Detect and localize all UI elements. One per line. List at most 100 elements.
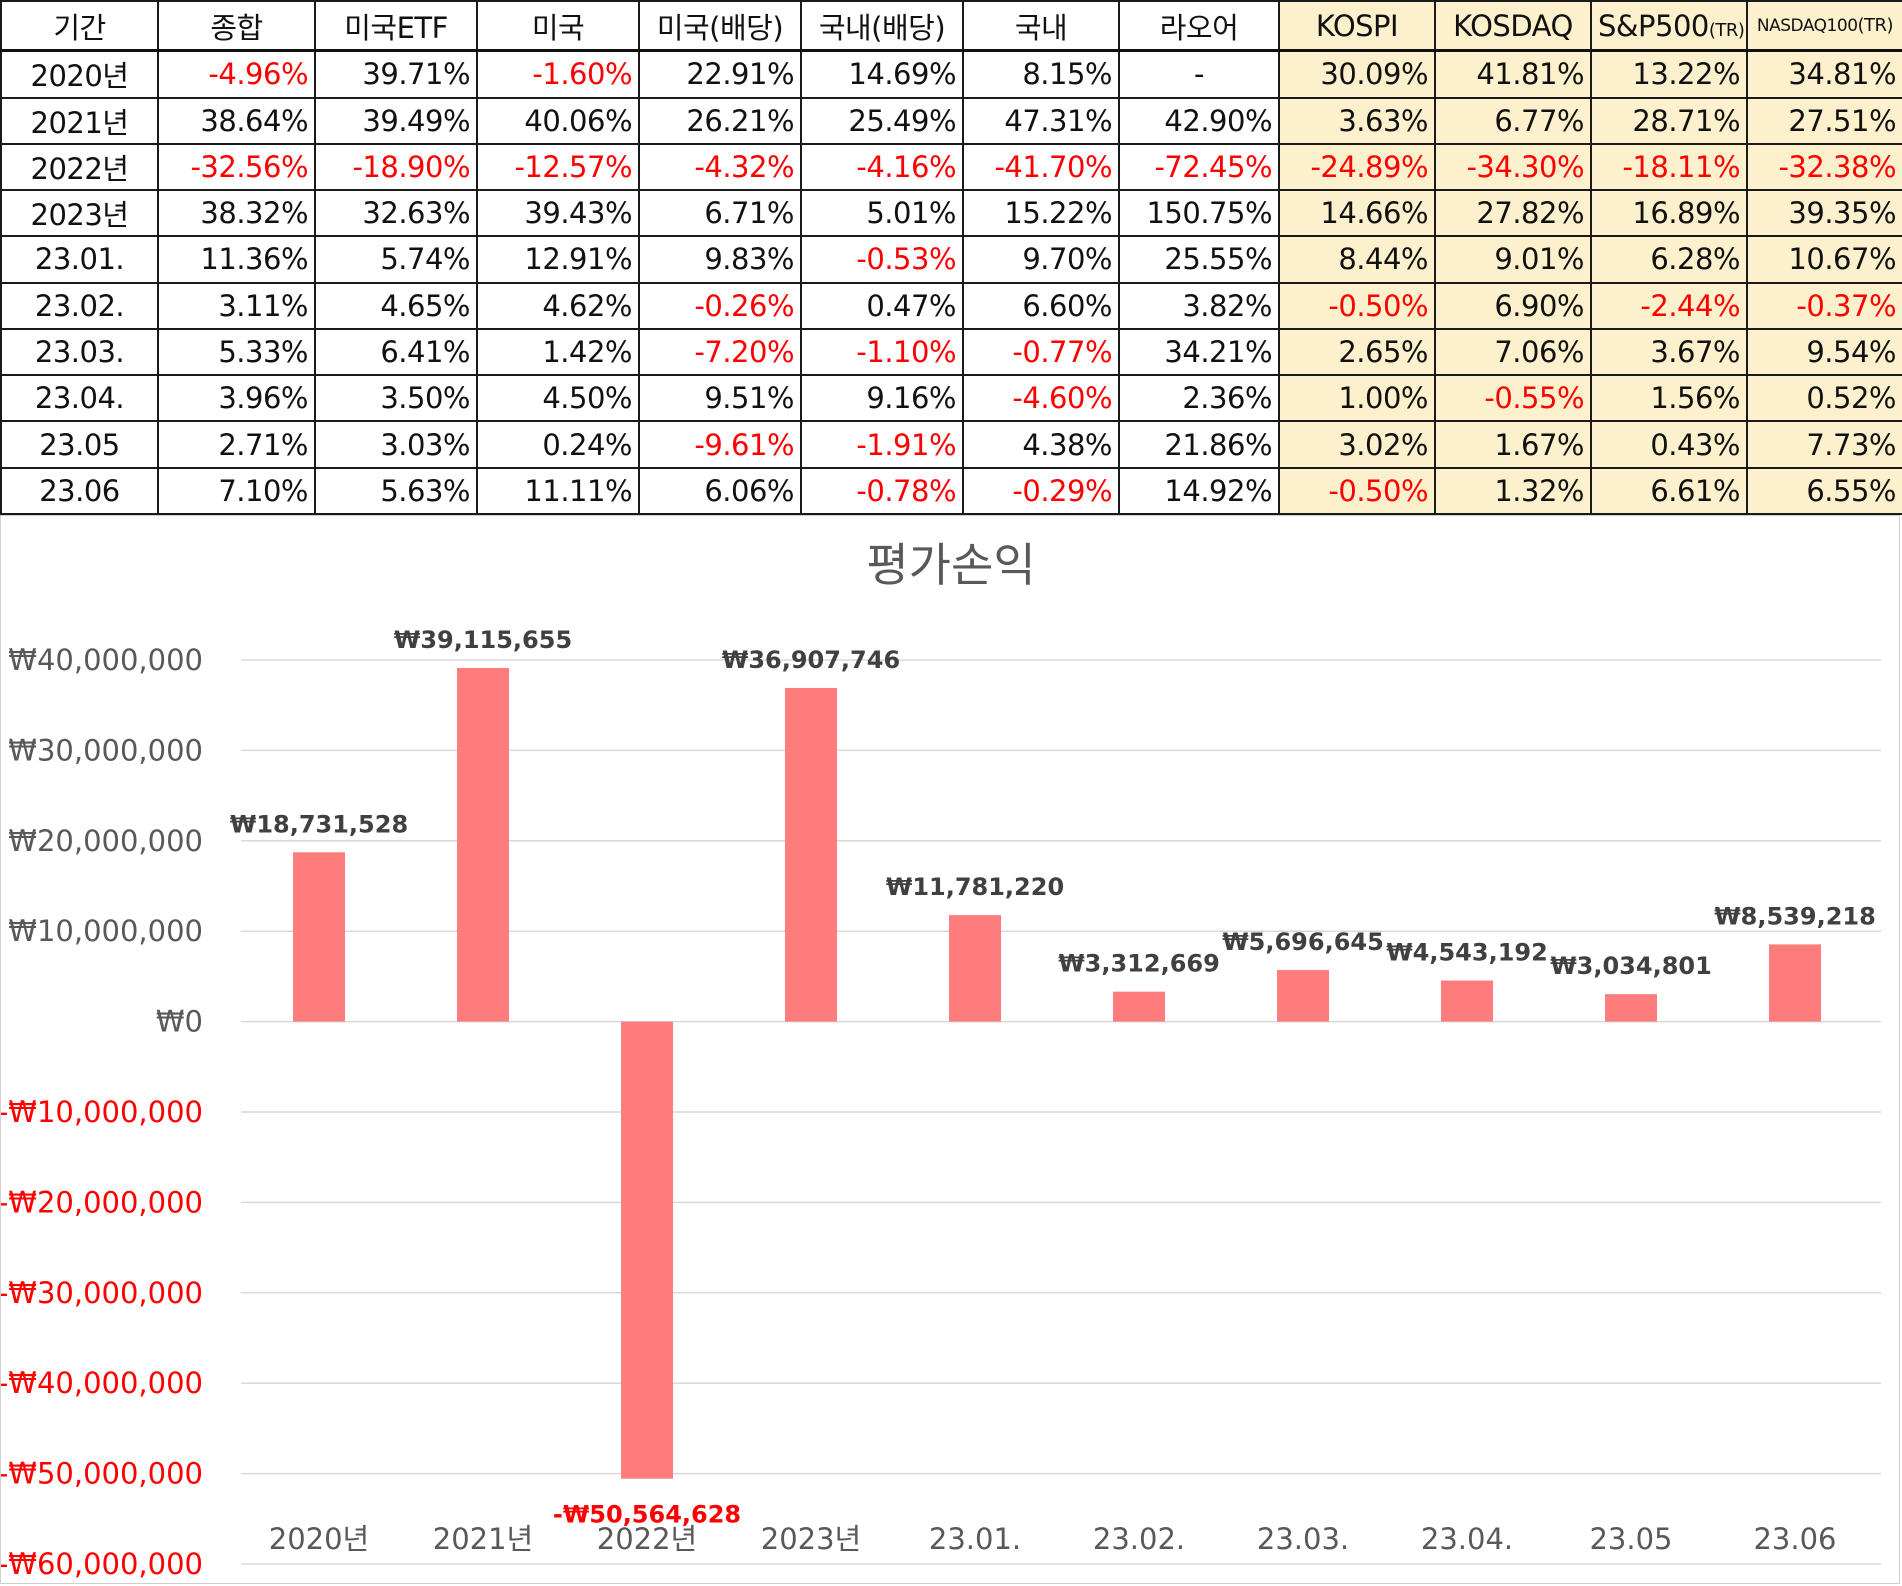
bar bbox=[457, 667, 509, 1022]
y-tick-label: -₩20,000,000 bbox=[1, 1185, 203, 1219]
return-cell: 4.65% bbox=[314, 281, 478, 330]
bar bbox=[293, 852, 345, 1022]
return-cell: 3.50% bbox=[314, 374, 478, 423]
return-cell: 0.52% bbox=[1746, 374, 1902, 423]
period-cell: 23.04. bbox=[0, 374, 159, 423]
return-cell: 1.67% bbox=[1434, 420, 1592, 469]
x-tick-label: 2023년 bbox=[761, 1522, 861, 1556]
return-cell: 25.55% bbox=[1118, 235, 1280, 284]
return-cell: 5.33% bbox=[157, 327, 316, 377]
return-cell: 9.70% bbox=[962, 235, 1120, 284]
data-label: ₩36,907,746 bbox=[722, 646, 900, 674]
return-cell: -0.50% bbox=[1278, 281, 1436, 330]
return-cell: 25.49% bbox=[800, 96, 964, 145]
return-cell: 0.47% bbox=[800, 281, 964, 330]
return-cell: 3.82% bbox=[1118, 281, 1280, 330]
chart-title: 평가손익 bbox=[866, 538, 1035, 592]
return-cell: -4.16% bbox=[800, 142, 964, 192]
column-header: 종합 bbox=[157, 0, 316, 53]
return-cell: -2.44% bbox=[1590, 281, 1748, 330]
y-tick-label: -₩10,000,000 bbox=[1, 1095, 203, 1129]
return-cell: -41.70% bbox=[962, 142, 1120, 192]
return-cell: 39.43% bbox=[476, 189, 640, 238]
return-cell: 9.01% bbox=[1434, 235, 1592, 284]
return-cell: 34.21% bbox=[1118, 327, 1280, 377]
return-cell: -18.11% bbox=[1590, 142, 1748, 192]
return-cell: 2.36% bbox=[1118, 374, 1280, 423]
return-cell: 30.09% bbox=[1278, 49, 1436, 99]
return-cell: 14.92% bbox=[1118, 466, 1280, 516]
x-tick-label: 23.06 bbox=[1753, 1522, 1836, 1556]
column-header: 라오어 bbox=[1118, 0, 1280, 53]
return-cell: 6.90% bbox=[1434, 281, 1592, 330]
x-tick-label: 2022년 bbox=[597, 1522, 697, 1556]
return-cell: 7.06% bbox=[1434, 327, 1592, 377]
table-row: 23.01. 11.36% 5.74% 12.91% 9.83% -0.53% 9.70% 2… bbox=[0, 235, 1902, 284]
bar bbox=[1113, 991, 1165, 1022]
period-cell: 23.03. bbox=[0, 327, 159, 377]
return-cell: -0.55% bbox=[1434, 374, 1592, 423]
x-tick-label: 23.04. bbox=[1421, 1522, 1513, 1556]
column-header: 기간 bbox=[0, 0, 159, 53]
return-cell: -1.10% bbox=[800, 327, 964, 377]
y-tick-label: -₩40,000,000 bbox=[1, 1366, 203, 1400]
return-cell: -0.78% bbox=[800, 466, 964, 516]
return-cell: 1.56% bbox=[1590, 374, 1748, 423]
return-cell: 150.75% bbox=[1118, 189, 1280, 238]
return-cell: 14.66% bbox=[1278, 189, 1436, 238]
bar bbox=[1605, 994, 1657, 1022]
return-cell: 6.61% bbox=[1590, 466, 1748, 516]
return-cell: 11.11% bbox=[476, 466, 640, 516]
table-row: 23.03. 5.33% 6.41% 1.42% -7.20% -1.10% -0.77% 3… bbox=[0, 327, 1902, 377]
column-header: 미국ETF bbox=[314, 0, 478, 53]
column-header: NASDAQ100(TR) bbox=[1746, 0, 1902, 53]
data-label: ₩39,115,655 bbox=[394, 626, 572, 654]
return-cell: 47.31% bbox=[962, 96, 1120, 145]
table-row: 23.04. 3.96% 3.50% 4.50% 9.51% 9.16% -4.60% 2.3… bbox=[0, 374, 1902, 423]
data-label: ₩8,539,218 bbox=[1714, 902, 1876, 930]
data-label: ₩11,781,220 bbox=[886, 873, 1064, 901]
return-cell: -34.30% bbox=[1434, 142, 1592, 192]
return-cell: 26.21% bbox=[638, 96, 802, 145]
period-cell: 2021년 bbox=[0, 96, 159, 145]
return-cell: -1.91% bbox=[800, 420, 964, 469]
return-cell: 27.51% bbox=[1746, 96, 1902, 145]
return-cell: -32.56% bbox=[157, 142, 316, 192]
bar bbox=[1769, 944, 1821, 1022]
return-cell: -24.89% bbox=[1278, 142, 1436, 192]
return-cell: 41.81% bbox=[1434, 49, 1592, 99]
column-header: KOSDAQ bbox=[1434, 0, 1592, 53]
return-cell: 1.00% bbox=[1278, 374, 1436, 423]
return-cell: 3.67% bbox=[1590, 327, 1748, 377]
x-tick-label: 23.02. bbox=[1093, 1522, 1185, 1556]
return-cell: 2.71% bbox=[157, 420, 316, 469]
pnl-chart: 평가손익 ₩40,000,000 ₩30,000,000 ₩20,000,000 ₩1… bbox=[0, 515, 1900, 1584]
y-tick-label: ₩0 bbox=[156, 1005, 203, 1039]
return-cell: 3.63% bbox=[1278, 96, 1436, 145]
return-cell: 16.89% bbox=[1590, 189, 1748, 238]
return-cell: 38.32% bbox=[157, 189, 316, 238]
return-cell: 15.22% bbox=[962, 189, 1120, 238]
x-tick-label: 2020년 bbox=[269, 1522, 369, 1556]
column-header: 국내(배당) bbox=[800, 0, 964, 53]
return-cell: 0.43% bbox=[1590, 420, 1748, 469]
return-cell: 3.02% bbox=[1278, 420, 1436, 469]
return-cell: -0.50% bbox=[1278, 466, 1436, 516]
column-header: 미국 bbox=[476, 0, 640, 53]
y-tick-label: ₩40,000,000 bbox=[8, 643, 203, 677]
x-tick-label: 23.05 bbox=[1589, 1522, 1672, 1556]
period-cell: 23.05 bbox=[0, 420, 159, 469]
pnl-chart-svg: 평가손익 ₩40,000,000 ₩30,000,000 ₩20,000,000 ₩1… bbox=[1, 538, 1881, 1581]
return-cell: 13.22% bbox=[1590, 49, 1748, 99]
return-cell: 22.91% bbox=[638, 49, 802, 99]
return-cell: -12.57% bbox=[476, 142, 640, 192]
return-cell: 5.01% bbox=[800, 189, 964, 238]
return-cell: -72.45% bbox=[1118, 142, 1280, 192]
table-row: 23.05 2.71% 3.03% 0.24% -9.61% -1.91% 4.38% 21.… bbox=[0, 420, 1902, 469]
return-cell: 39.49% bbox=[314, 96, 478, 145]
return-cell: 8.15% bbox=[962, 49, 1120, 99]
return-cell: 1.42% bbox=[476, 327, 640, 377]
return-cell: -0.77% bbox=[962, 327, 1120, 377]
table-row: 2022년 -32.56% -18.90% -12.57% -4.32% -4.16% -4… bbox=[0, 142, 1902, 192]
return-cell: 9.54% bbox=[1746, 327, 1902, 377]
